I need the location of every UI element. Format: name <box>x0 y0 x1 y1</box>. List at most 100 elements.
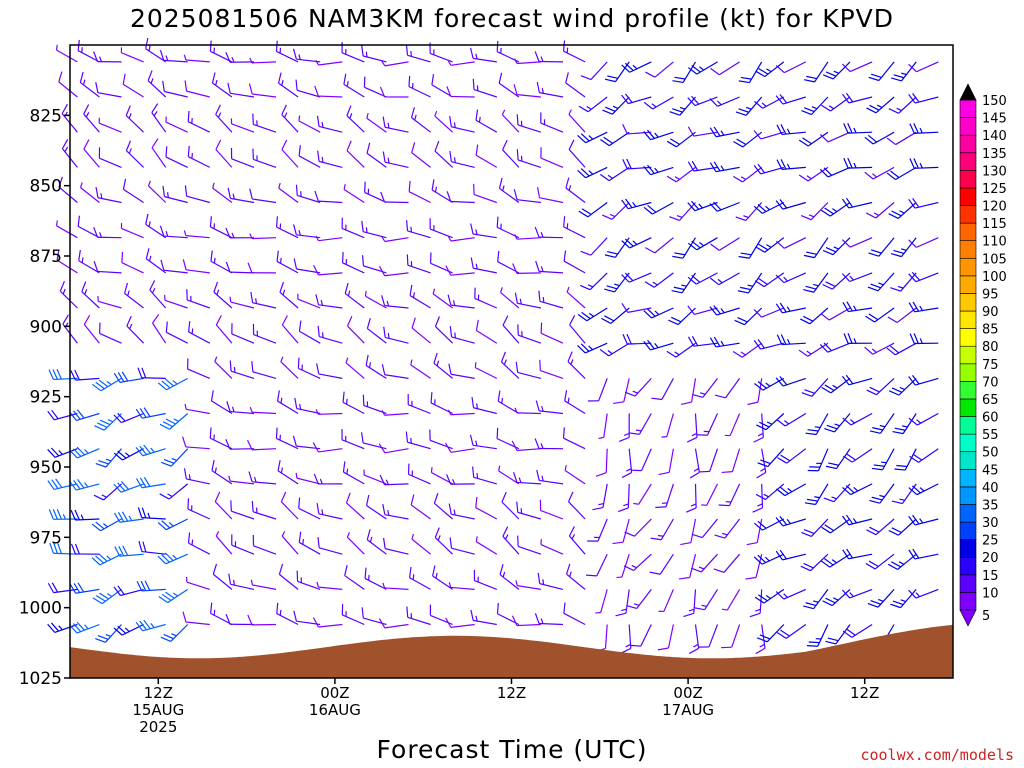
wind-barb <box>563 250 586 274</box>
wind-barb <box>655 483 674 509</box>
wind-barb <box>407 463 431 485</box>
barb-flag <box>247 614 253 626</box>
colorbar-bottom-arrow <box>959 609 977 627</box>
wind-barb <box>534 613 564 626</box>
barb-flag <box>317 325 320 337</box>
wind-barb <box>868 237 895 257</box>
barb-half-flag <box>476 85 479 91</box>
wind-barb <box>382 116 409 133</box>
x-tick-label: 12Z <box>497 684 526 702</box>
barb-half-flag <box>412 574 415 580</box>
wind-barb <box>500 287 520 309</box>
wind-barb <box>447 294 475 309</box>
wind-barb <box>579 272 608 291</box>
barb-half-flag <box>828 105 835 110</box>
barb-flag <box>536 81 540 93</box>
colorbar-box <box>959 433 977 453</box>
barb-flag <box>826 424 838 430</box>
barb-half-flag <box>183 230 187 236</box>
barb-staff <box>164 90 188 98</box>
barb-staff <box>476 541 498 555</box>
barb-flag <box>753 205 763 214</box>
barb-half-flag <box>153 111 158 117</box>
wind-barb <box>113 371 144 383</box>
barb-half-flag <box>106 555 112 560</box>
barb-half-flag <box>231 56 235 63</box>
wind-barb <box>364 567 387 590</box>
barb-staff <box>567 361 586 379</box>
wind-barb <box>58 176 78 203</box>
barb-flag <box>688 647 699 655</box>
barb-staff <box>366 505 387 520</box>
barb-staff <box>694 483 697 508</box>
wind-barb <box>617 483 630 513</box>
barb-staff <box>706 413 719 436</box>
wind-barb <box>382 151 409 168</box>
barb-flag <box>184 80 188 92</box>
barb-flag <box>449 537 453 549</box>
barb-staff <box>58 81 78 98</box>
wind-barb <box>212 563 233 590</box>
barb-half-flag <box>500 47 502 54</box>
barb-staff <box>745 96 763 116</box>
wind-barb <box>746 518 763 546</box>
barb-staff <box>638 483 652 505</box>
wind-barb <box>843 122 873 134</box>
barb-half-flag <box>476 473 479 479</box>
barb-half-flag <box>215 79 218 86</box>
barb-staff <box>628 624 632 649</box>
barb-staff <box>809 307 829 325</box>
wind-barb <box>909 333 939 345</box>
barb-staff <box>451 547 475 555</box>
barb-flag <box>475 109 479 121</box>
wind-barb <box>123 282 144 309</box>
barb-flag <box>909 333 915 344</box>
wind-barb <box>621 93 652 105</box>
barb-staff <box>901 61 917 82</box>
barb-staff <box>434 326 454 344</box>
wind-barb <box>595 589 608 614</box>
barb-half-flag <box>878 282 884 286</box>
barb-staff <box>810 202 829 221</box>
barb-flag <box>229 360 232 372</box>
barb-flag <box>565 72 569 84</box>
barb-flag <box>776 631 787 639</box>
wind-barb <box>908 412 939 426</box>
barb-flag <box>822 600 833 607</box>
barb-flag <box>651 397 662 401</box>
barb-flag <box>870 249 882 254</box>
barb-flag <box>215 315 222 326</box>
barb-half-flag <box>148 45 151 52</box>
barb-flag <box>568 526 575 537</box>
barb-staff <box>744 307 763 326</box>
wind-barb <box>842 548 873 560</box>
barb-flag <box>118 545 125 557</box>
wind-barb <box>908 483 939 496</box>
wind-barb <box>147 180 167 203</box>
barb-half-flag <box>302 538 305 545</box>
barb-flag <box>117 412 126 422</box>
barb-flag <box>51 479 59 489</box>
barb-flag <box>580 250 592 256</box>
barb-staff <box>252 584 277 590</box>
wind-barb <box>562 427 586 450</box>
wind-barb <box>666 166 696 183</box>
colorbar-box <box>959 310 977 329</box>
barb-staff <box>318 373 343 379</box>
wind-barb <box>868 61 895 82</box>
wind-barb <box>182 436 210 450</box>
barb-flag <box>378 618 386 629</box>
barb-flag <box>160 636 171 643</box>
barb-flag <box>801 110 812 116</box>
wind-barb <box>686 413 698 443</box>
barb-flag <box>535 260 540 272</box>
barb-half-flag <box>280 467 284 474</box>
barb-flag <box>890 603 901 609</box>
barb-staff <box>604 624 608 649</box>
barb-staff <box>410 504 431 520</box>
barb-flag <box>343 73 347 85</box>
wind-barb <box>800 553 829 572</box>
barb-half-flag <box>632 240 638 245</box>
barb-flag <box>612 541 624 545</box>
barb-flag <box>753 164 762 175</box>
